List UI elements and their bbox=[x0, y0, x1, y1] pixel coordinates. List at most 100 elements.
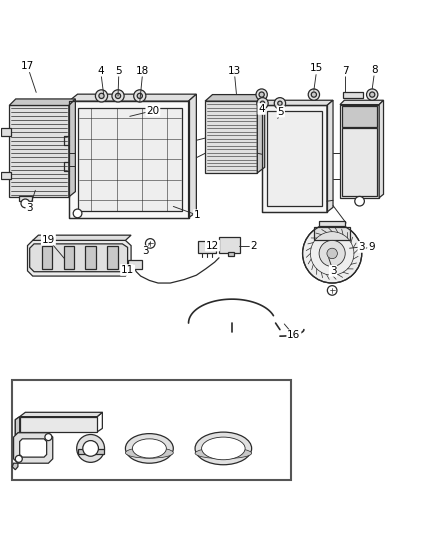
Bar bbox=[12, 379, 291, 480]
Polygon shape bbox=[12, 463, 18, 470]
Text: 3: 3 bbox=[358, 242, 365, 252]
Polygon shape bbox=[205, 101, 257, 173]
Polygon shape bbox=[9, 99, 75, 106]
Polygon shape bbox=[64, 246, 74, 269]
Polygon shape bbox=[20, 439, 47, 457]
Circle shape bbox=[260, 101, 265, 106]
Circle shape bbox=[319, 240, 345, 266]
Circle shape bbox=[370, 92, 375, 97]
Polygon shape bbox=[314, 228, 350, 240]
Polygon shape bbox=[20, 417, 97, 432]
Polygon shape bbox=[219, 237, 240, 253]
Text: 13: 13 bbox=[228, 66, 241, 76]
Polygon shape bbox=[267, 111, 322, 206]
Polygon shape bbox=[28, 240, 131, 276]
Text: 17: 17 bbox=[21, 61, 34, 71]
Polygon shape bbox=[14, 433, 53, 463]
Polygon shape bbox=[188, 94, 196, 218]
Polygon shape bbox=[15, 417, 20, 435]
Polygon shape bbox=[78, 108, 182, 211]
Circle shape bbox=[15, 455, 22, 462]
Circle shape bbox=[311, 92, 317, 97]
Ellipse shape bbox=[125, 434, 173, 463]
Circle shape bbox=[327, 286, 337, 295]
Circle shape bbox=[367, 89, 378, 100]
Circle shape bbox=[45, 434, 52, 441]
Text: 8: 8 bbox=[371, 65, 378, 75]
Polygon shape bbox=[205, 94, 265, 101]
Polygon shape bbox=[327, 100, 333, 212]
Circle shape bbox=[259, 92, 264, 97]
Polygon shape bbox=[9, 106, 69, 197]
Polygon shape bbox=[69, 94, 196, 101]
Circle shape bbox=[137, 93, 142, 99]
Text: 11: 11 bbox=[121, 265, 134, 275]
Polygon shape bbox=[127, 260, 141, 269]
Circle shape bbox=[257, 98, 268, 109]
Circle shape bbox=[308, 89, 320, 100]
Text: 4: 4 bbox=[97, 66, 104, 76]
Circle shape bbox=[274, 98, 286, 109]
Polygon shape bbox=[342, 128, 377, 196]
Polygon shape bbox=[20, 413, 102, 417]
Ellipse shape bbox=[125, 447, 173, 458]
Text: 12: 12 bbox=[206, 240, 219, 251]
Circle shape bbox=[77, 434, 105, 462]
Polygon shape bbox=[19, 196, 32, 201]
Text: 7: 7 bbox=[342, 66, 349, 76]
Circle shape bbox=[21, 199, 30, 208]
Text: 3: 3 bbox=[142, 246, 148, 256]
Polygon shape bbox=[1, 172, 11, 180]
Text: 19: 19 bbox=[42, 235, 55, 245]
Circle shape bbox=[303, 224, 362, 283]
Circle shape bbox=[116, 93, 120, 99]
Circle shape bbox=[278, 101, 282, 106]
Text: 2: 2 bbox=[251, 240, 257, 251]
Polygon shape bbox=[78, 449, 104, 454]
Text: 9: 9 bbox=[368, 242, 374, 252]
Polygon shape bbox=[261, 100, 333, 106]
Polygon shape bbox=[340, 100, 384, 104]
Text: 20: 20 bbox=[146, 106, 159, 116]
Ellipse shape bbox=[132, 439, 166, 458]
Text: 18: 18 bbox=[136, 66, 149, 76]
Polygon shape bbox=[340, 104, 379, 198]
Polygon shape bbox=[379, 100, 384, 198]
Text: 1: 1 bbox=[194, 210, 201, 220]
Text: 5: 5 bbox=[116, 66, 122, 76]
Polygon shape bbox=[343, 92, 364, 98]
Polygon shape bbox=[1, 128, 11, 136]
Polygon shape bbox=[228, 252, 234, 256]
Polygon shape bbox=[69, 99, 75, 197]
Circle shape bbox=[73, 209, 82, 218]
Circle shape bbox=[83, 441, 99, 456]
Circle shape bbox=[327, 248, 337, 259]
Circle shape bbox=[112, 90, 124, 102]
Polygon shape bbox=[319, 221, 345, 227]
Circle shape bbox=[145, 239, 155, 248]
Circle shape bbox=[134, 90, 146, 102]
Polygon shape bbox=[342, 107, 377, 127]
Polygon shape bbox=[42, 246, 52, 269]
Polygon shape bbox=[85, 246, 96, 269]
Ellipse shape bbox=[195, 432, 252, 465]
Polygon shape bbox=[257, 94, 265, 173]
Ellipse shape bbox=[195, 448, 252, 459]
Polygon shape bbox=[30, 244, 127, 272]
Text: 4: 4 bbox=[258, 104, 265, 114]
Polygon shape bbox=[69, 101, 188, 218]
Text: 3: 3 bbox=[26, 203, 33, 213]
Text: 5: 5 bbox=[278, 107, 284, 117]
Text: 16: 16 bbox=[287, 330, 300, 340]
Polygon shape bbox=[198, 241, 215, 253]
Circle shape bbox=[355, 197, 364, 206]
Circle shape bbox=[95, 90, 108, 102]
Circle shape bbox=[99, 93, 104, 99]
Text: 3: 3 bbox=[330, 266, 336, 276]
Polygon shape bbox=[33, 235, 131, 240]
Text: 15: 15 bbox=[310, 63, 324, 74]
Circle shape bbox=[256, 89, 267, 100]
Polygon shape bbox=[261, 106, 327, 212]
Ellipse shape bbox=[201, 437, 245, 460]
Polygon shape bbox=[107, 246, 117, 269]
